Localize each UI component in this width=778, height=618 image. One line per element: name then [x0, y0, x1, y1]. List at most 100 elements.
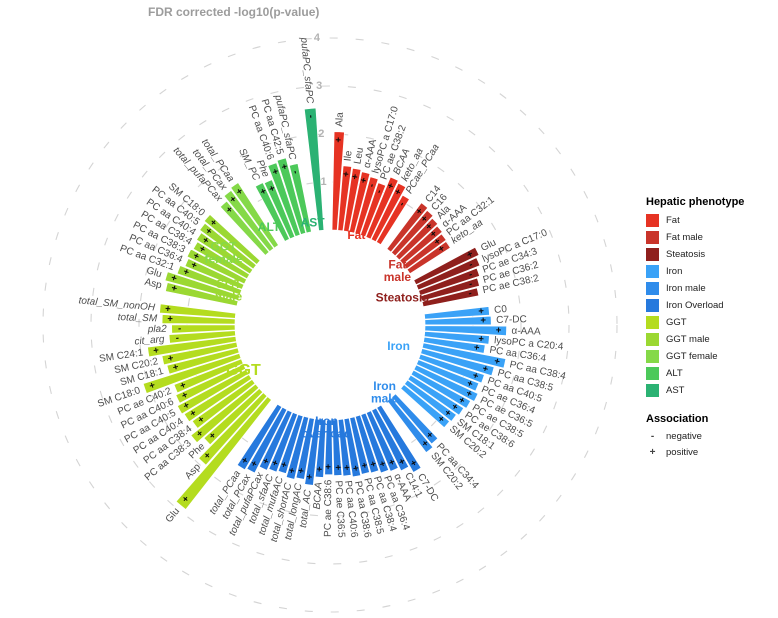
bar-sign: + [196, 414, 207, 426]
bar [277, 414, 304, 475]
axis-tick-label: 4 [314, 32, 321, 44]
bar [354, 414, 380, 474]
bar [268, 411, 298, 473]
bar-sign: + [428, 228, 440, 240]
bar [142, 353, 242, 394]
legend-swatch [646, 316, 659, 329]
bar-sign: + [478, 334, 485, 346]
bar-sign: + [376, 459, 388, 468]
bar-sign: + [180, 493, 192, 505]
section-label: ALT [258, 220, 281, 234]
bar [413, 246, 480, 286]
bar-sign: + [456, 395, 467, 408]
bar-sign: + [200, 235, 211, 247]
bar-label: cit_arg [134, 334, 165, 348]
legend-swatch [646, 248, 659, 261]
bar [403, 379, 457, 422]
bar [395, 217, 439, 261]
bar-sign: + [286, 466, 298, 475]
bar [421, 342, 507, 369]
bar-sign: + [419, 438, 431, 450]
legend-swatch [646, 265, 659, 278]
legend-label: Steatosis [666, 249, 706, 260]
bar [184, 258, 245, 290]
bar [399, 225, 443, 265]
bar-sign: + [496, 325, 502, 336]
bar-label: total_AC [298, 488, 314, 528]
legend-label: ALT [666, 368, 683, 379]
bar [191, 378, 256, 429]
legend-item: Iron [646, 265, 776, 278]
bar-sign: + [314, 466, 325, 473]
axis-tick-label: 2 [318, 128, 324, 140]
bar [295, 417, 315, 480]
bar-sign: + [358, 176, 370, 184]
bar [173, 358, 244, 394]
bar-sign: + [165, 304, 172, 316]
bar-sign: + [278, 163, 290, 172]
section-label: Steatosis [376, 291, 430, 305]
section-label: Iron [387, 339, 410, 353]
bar [263, 179, 296, 240]
bar [186, 248, 248, 285]
bar [415, 257, 481, 291]
bar-sign: + [279, 460, 291, 469]
bar [354, 176, 379, 236]
bar [175, 396, 272, 510]
bar-sign: + [304, 473, 316, 480]
bar [337, 165, 353, 232]
bar-sign: + [392, 187, 405, 197]
bar-sign: + [223, 204, 235, 216]
bar [168, 330, 236, 344]
bar [343, 417, 362, 478]
bar [413, 364, 479, 402]
bar-sign: + [265, 184, 277, 194]
bar-sign: + [333, 136, 344, 143]
bar-sign: - [374, 188, 385, 195]
bar-sign: + [191, 250, 201, 263]
section-label: Fat male [384, 257, 412, 284]
bar-sign: + [188, 407, 199, 419]
bar [376, 404, 422, 473]
bar [165, 282, 239, 307]
legend-label: Iron Overload [666, 300, 724, 311]
bar-label: Ile [343, 150, 355, 162]
legend-swatch [646, 231, 659, 244]
bar [343, 167, 362, 233]
bar-sign: + [296, 467, 308, 475]
bar [176, 265, 243, 296]
bar-sign: + [407, 458, 420, 469]
bar [386, 202, 429, 253]
bar-sign: + [436, 243, 447, 255]
bar [337, 418, 352, 477]
legend-swatch [646, 333, 659, 346]
legend-label: GGT male [666, 334, 710, 345]
bar-sign: + [207, 217, 219, 229]
bar [164, 271, 241, 301]
bar-label: C7-DC [496, 314, 527, 326]
bar-sign: + [478, 306, 485, 317]
legend-item: GGT male [646, 333, 776, 346]
bar-sign: - [467, 259, 474, 270]
bar [219, 200, 270, 256]
bar-sign: + [167, 314, 173, 325]
legend-swatch [646, 350, 659, 363]
bar [254, 182, 290, 242]
bar [203, 387, 264, 446]
legend-label: Fat [666, 215, 680, 226]
bar-sign: + [471, 370, 480, 382]
bar-sign: + [349, 465, 361, 473]
bar-sign: + [269, 167, 281, 176]
bar-sign: + [207, 430, 219, 442]
bar [190, 383, 260, 444]
section-label: GGT male [215, 277, 243, 304]
bar-label: pufaPC_sfaPC [298, 36, 315, 105]
bar [371, 407, 410, 472]
legend-item: ALT [646, 367, 776, 380]
axis-tick-label: 1 [320, 176, 326, 188]
bar [349, 416, 370, 475]
bar [418, 353, 485, 384]
bar [365, 410, 399, 472]
bar [424, 315, 492, 326]
